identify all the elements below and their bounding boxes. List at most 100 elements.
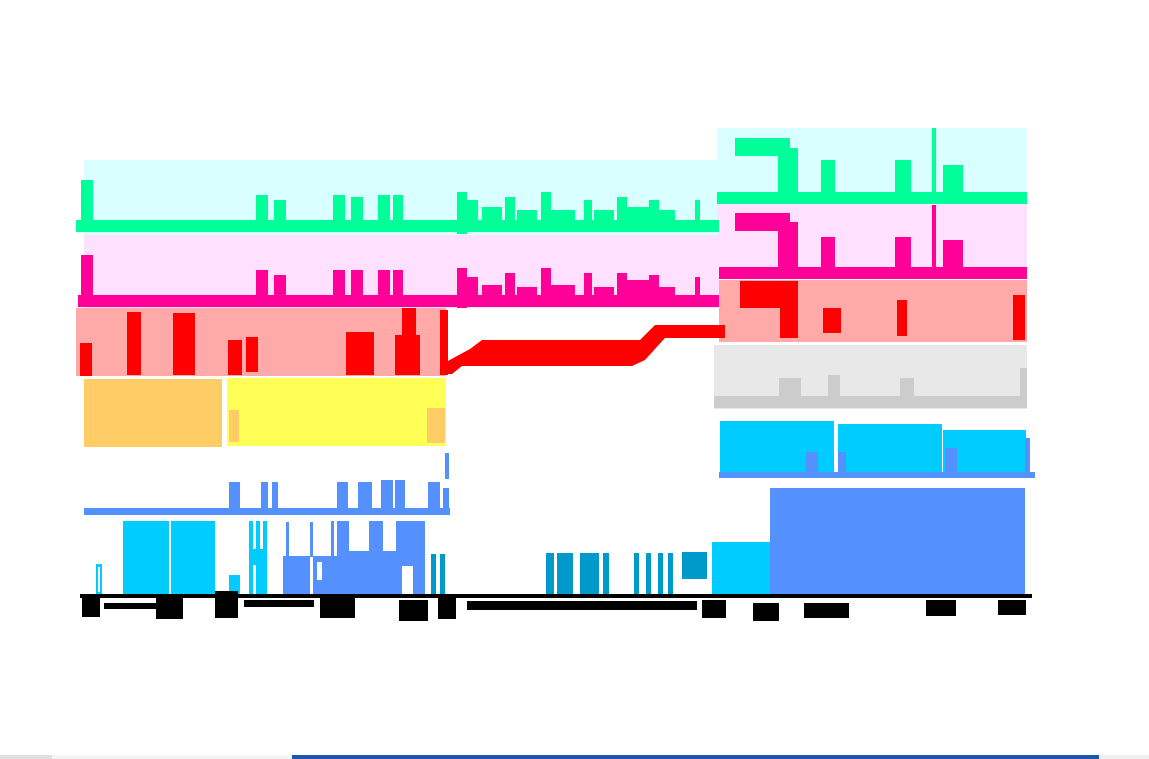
black-marker (804, 603, 849, 618)
green-spike (274, 200, 286, 225)
black-line (467, 601, 697, 610)
blue-thin (331, 521, 334, 556)
white-cut (383, 521, 396, 551)
dark-cyan-bar (440, 554, 445, 594)
dark-cyan-bar (658, 553, 663, 594)
magenta-step (735, 213, 790, 231)
green-spike (541, 192, 551, 225)
magenta-profile (78, 205, 1027, 308)
magenta-spike (649, 275, 659, 300)
red-block (246, 337, 258, 372)
gray-spike (779, 378, 801, 400)
magenta-spike (351, 270, 363, 307)
green-baseline-right (717, 192, 1027, 204)
magenta-baseline-right (719, 267, 1027, 279)
green-spike (594, 210, 614, 225)
green-profile (76, 128, 1027, 234)
red-block (440, 310, 448, 375)
dark-cyan-bar (557, 553, 573, 594)
magenta-spike (551, 285, 575, 300)
strip-segment (1099, 755, 1149, 759)
green-spike (627, 207, 649, 225)
black-marker (702, 600, 726, 618)
gray-baseline (714, 396, 1020, 408)
green-spike (943, 165, 963, 198)
baseline-markers (80, 591, 1032, 621)
white-slot (98, 567, 100, 592)
green-spike (649, 200, 659, 225)
cyan-cut (253, 565, 256, 594)
blue-large-block (770, 488, 1025, 594)
red-block (346, 332, 374, 375)
red-band (80, 281, 1025, 376)
blue-spike (395, 480, 405, 512)
magenta-spike (256, 270, 268, 300)
magenta-spike (457, 268, 467, 308)
blue-tick (1025, 438, 1030, 474)
white-cut (402, 566, 413, 594)
blue-block (313, 556, 338, 594)
green-spike (617, 197, 627, 225)
green-spike (551, 210, 575, 225)
dark-cyan-square (682, 552, 707, 579)
green-spike (584, 200, 592, 225)
strip-segment (0, 755, 52, 759)
green-spike (466, 200, 478, 225)
magenta-spike (821, 237, 835, 272)
red-block (228, 340, 242, 375)
black-marker (399, 600, 428, 621)
magenta-spike (274, 275, 286, 300)
strip-segment (52, 755, 292, 759)
magenta-spike (541, 268, 551, 300)
black-line (104, 603, 159, 609)
dark-cyan-bar (634, 553, 639, 594)
blue-spike (337, 482, 348, 512)
red-block-right (1013, 295, 1025, 340)
blue-spike (443, 488, 449, 508)
magenta-spike (378, 270, 390, 300)
dark-cyan-bar (546, 553, 554, 594)
magenta-spike (659, 287, 675, 300)
blue-spike (229, 482, 240, 512)
black-marker (753, 603, 779, 621)
orange-notch (229, 410, 239, 442)
green-spike (81, 180, 93, 225)
red-block (80, 343, 92, 376)
magenta-spike (584, 273, 592, 300)
red-block-right (897, 300, 907, 336)
green-spike (393, 195, 403, 225)
green-spike (378, 195, 390, 225)
magenta-spike (482, 285, 502, 300)
black-line (244, 600, 314, 607)
magenta-spike (695, 277, 700, 300)
red-ramp (446, 325, 725, 374)
green-spike (695, 200, 700, 225)
magenta-spike (517, 287, 537, 300)
green-spike (821, 160, 835, 198)
black-marker (82, 594, 100, 617)
blue-profile (84, 453, 450, 515)
magenta-spike (393, 270, 403, 300)
black-marker (320, 594, 355, 618)
dark-cyan-bar (668, 553, 673, 594)
blue-spike (261, 482, 268, 512)
dark-cyan-bar (431, 554, 436, 594)
blue-thin (310, 522, 313, 557)
magenta-spike (617, 273, 627, 300)
red-block (402, 308, 416, 343)
red-block (173, 313, 195, 375)
cyan-block-left (171, 521, 215, 594)
blue-baseline (719, 472, 1035, 478)
red-block (127, 312, 141, 375)
bottom-blocks (96, 488, 1025, 594)
magenta-spike (466, 277, 478, 300)
black-marker (156, 594, 183, 619)
green-spike (457, 192, 467, 234)
black-marker (438, 596, 456, 619)
green-spike (895, 160, 911, 198)
blue-spike (272, 482, 278, 512)
green-spike (659, 210, 675, 225)
gray-spike (828, 375, 840, 400)
blue-spike (381, 480, 393, 512)
